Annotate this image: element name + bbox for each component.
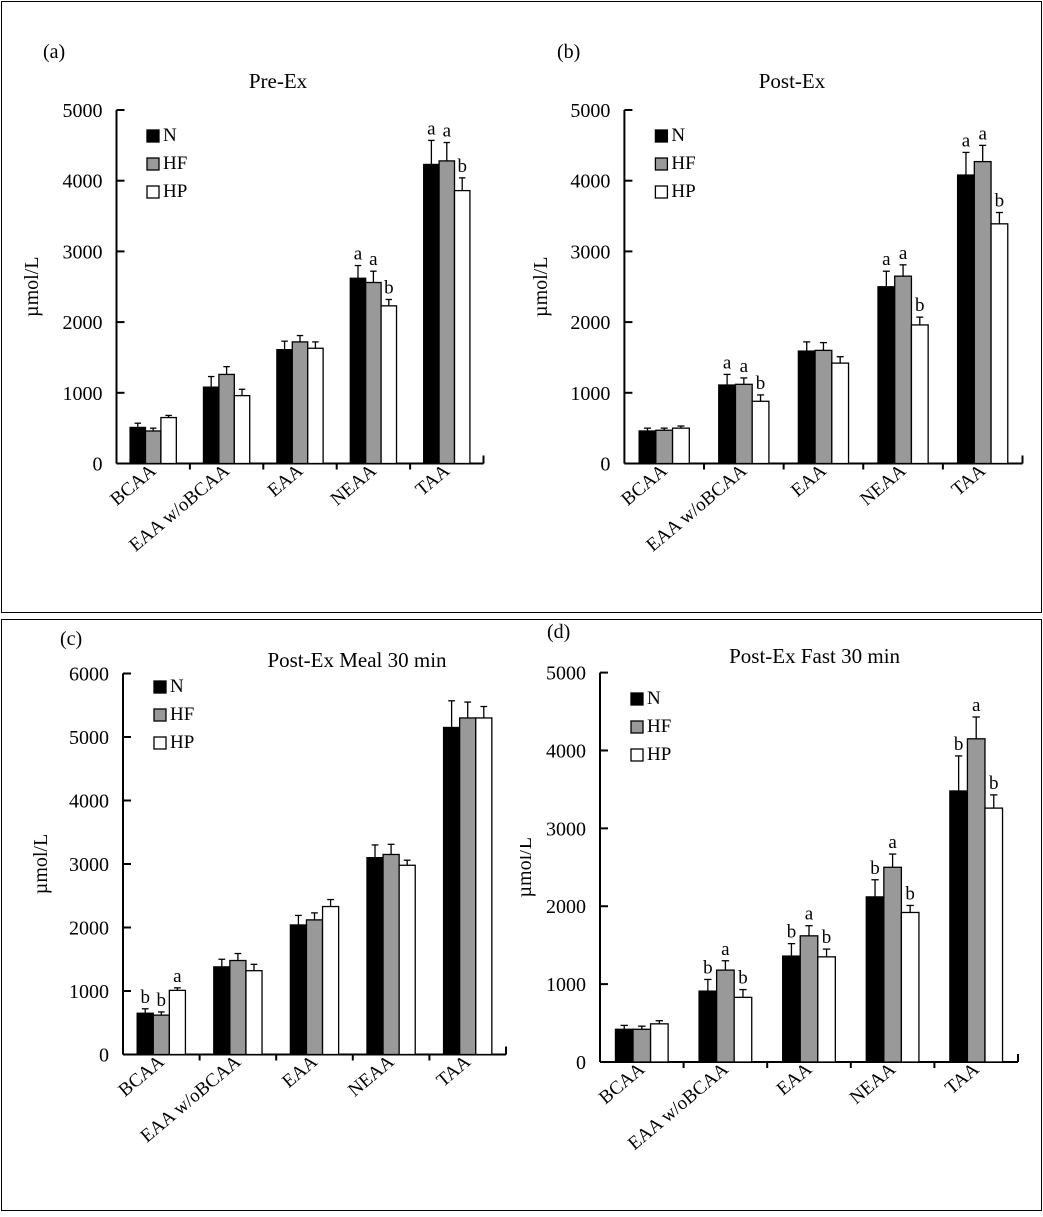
- svg-text:a: a: [354, 244, 363, 265]
- svg-text:EAA: EAA: [773, 1059, 817, 1100]
- svg-text:(d): (d): [547, 621, 570, 643]
- svg-text:a: a: [723, 352, 732, 373]
- svg-text:b: b: [738, 968, 748, 989]
- svg-text:NEAA: NEAA: [327, 460, 381, 510]
- svg-text:b: b: [995, 191, 1005, 212]
- svg-text:5000: 5000: [63, 100, 103, 122]
- svg-text:1000: 1000: [570, 383, 610, 405]
- svg-text:b: b: [457, 156, 467, 177]
- svg-text:2000: 2000: [69, 918, 109, 940]
- svg-text:(b): (b): [557, 41, 580, 63]
- svg-text:5000: 5000: [69, 727, 109, 749]
- svg-text:4000: 4000: [63, 171, 103, 193]
- svg-text:1000: 1000: [69, 981, 109, 1003]
- svg-text:HF: HF: [163, 153, 187, 174]
- svg-text:EAA: EAA: [278, 1051, 322, 1092]
- svg-text:a: a: [427, 118, 436, 139]
- svg-text:4000: 4000: [69, 791, 109, 813]
- svg-text:HP: HP: [647, 744, 671, 765]
- svg-text:0: 0: [93, 454, 103, 476]
- svg-text:HP: HP: [170, 732, 194, 753]
- svg-text:Post-Ex Meal 30 min: Post-Ex Meal 30 min: [267, 648, 447, 672]
- svg-text:b: b: [140, 987, 150, 1008]
- svg-text:TAA: TAA: [941, 1059, 983, 1099]
- svg-text:0: 0: [600, 454, 610, 476]
- svg-text:b: b: [989, 773, 999, 794]
- svg-text:Pre-Ex: Pre-Ex: [249, 69, 308, 93]
- svg-text:NEAA: NEAA: [846, 1059, 900, 1109]
- svg-text:1000: 1000: [546, 974, 586, 996]
- svg-text:2000: 2000: [570, 312, 610, 334]
- svg-text:b: b: [905, 883, 915, 904]
- svg-text:BCAA: BCAA: [595, 1059, 649, 1109]
- svg-text:5000: 5000: [570, 100, 610, 122]
- svg-text:NEAA: NEAA: [856, 460, 910, 510]
- svg-text:Post-Ex Fast 30 min: Post-Ex Fast 30 min: [729, 644, 900, 668]
- svg-text:N: N: [647, 688, 661, 709]
- svg-text:a: a: [962, 130, 971, 151]
- svg-text:3000: 3000: [69, 854, 109, 876]
- svg-text:N: N: [170, 676, 184, 697]
- svg-text:BCAA: BCAA: [106, 460, 160, 510]
- svg-text:(c): (c): [60, 628, 82, 650]
- svg-text:BCAA: BCAA: [115, 1051, 169, 1101]
- svg-text:b: b: [954, 734, 964, 755]
- svg-text:2000: 2000: [546, 896, 586, 918]
- svg-text:µmol/L: µmol/L: [520, 837, 536, 897]
- svg-text:HF: HF: [170, 704, 194, 725]
- svg-text:BCAA: BCAA: [617, 460, 671, 510]
- svg-text:EAA: EAA: [264, 460, 308, 501]
- svg-text:a: a: [888, 832, 897, 853]
- svg-text:4000: 4000: [570, 171, 610, 193]
- svg-text:a: a: [899, 243, 908, 264]
- svg-text:a: a: [443, 121, 452, 142]
- svg-text:HF: HF: [671, 153, 695, 174]
- svg-text:TAA: TAA: [433, 1051, 475, 1091]
- svg-text:2000: 2000: [63, 312, 103, 334]
- svg-text:EAA: EAA: [787, 460, 831, 501]
- svg-text:a: a: [173, 966, 182, 987]
- svg-text:5000: 5000: [546, 663, 586, 685]
- svg-text:µmol/L: µmol/L: [530, 257, 552, 317]
- svg-text:b: b: [756, 373, 766, 394]
- svg-text:3000: 3000: [570, 241, 610, 263]
- svg-text:a: a: [369, 249, 378, 270]
- svg-text:N: N: [163, 125, 177, 146]
- svg-text:b: b: [915, 295, 925, 316]
- svg-text:b: b: [703, 957, 713, 978]
- svg-text:b: b: [870, 858, 880, 879]
- svg-text:TAA: TAA: [948, 460, 990, 500]
- svg-text:b: b: [157, 990, 167, 1011]
- svg-text:a: a: [972, 695, 981, 716]
- svg-text:a: a: [721, 939, 730, 960]
- svg-text:3000: 3000: [546, 818, 586, 840]
- svg-text:HF: HF: [647, 716, 671, 737]
- svg-text:a: a: [978, 123, 987, 144]
- svg-text:µmol/L: µmol/L: [30, 834, 52, 894]
- svg-text:a: a: [805, 904, 814, 925]
- svg-text:a: a: [740, 356, 749, 377]
- svg-text:6000: 6000: [69, 664, 109, 686]
- svg-text:(a): (a): [43, 41, 65, 63]
- svg-text:N: N: [671, 125, 685, 146]
- svg-text:TAA: TAA: [412, 460, 454, 500]
- svg-text:Post-Ex: Post-Ex: [759, 69, 826, 93]
- svg-text:1000: 1000: [63, 383, 103, 405]
- svg-text:a: a: [882, 249, 891, 270]
- svg-text:µmol/L: µmol/L: [21, 257, 43, 317]
- svg-text:HP: HP: [671, 181, 695, 202]
- svg-text:b: b: [787, 922, 797, 943]
- svg-text:HP: HP: [163, 181, 187, 202]
- svg-text:4000: 4000: [546, 740, 586, 762]
- svg-text:b: b: [384, 277, 394, 298]
- svg-text:3000: 3000: [63, 241, 103, 263]
- svg-text:b: b: [822, 927, 832, 948]
- svg-text:0: 0: [99, 1045, 109, 1067]
- svg-text:0: 0: [576, 1052, 586, 1074]
